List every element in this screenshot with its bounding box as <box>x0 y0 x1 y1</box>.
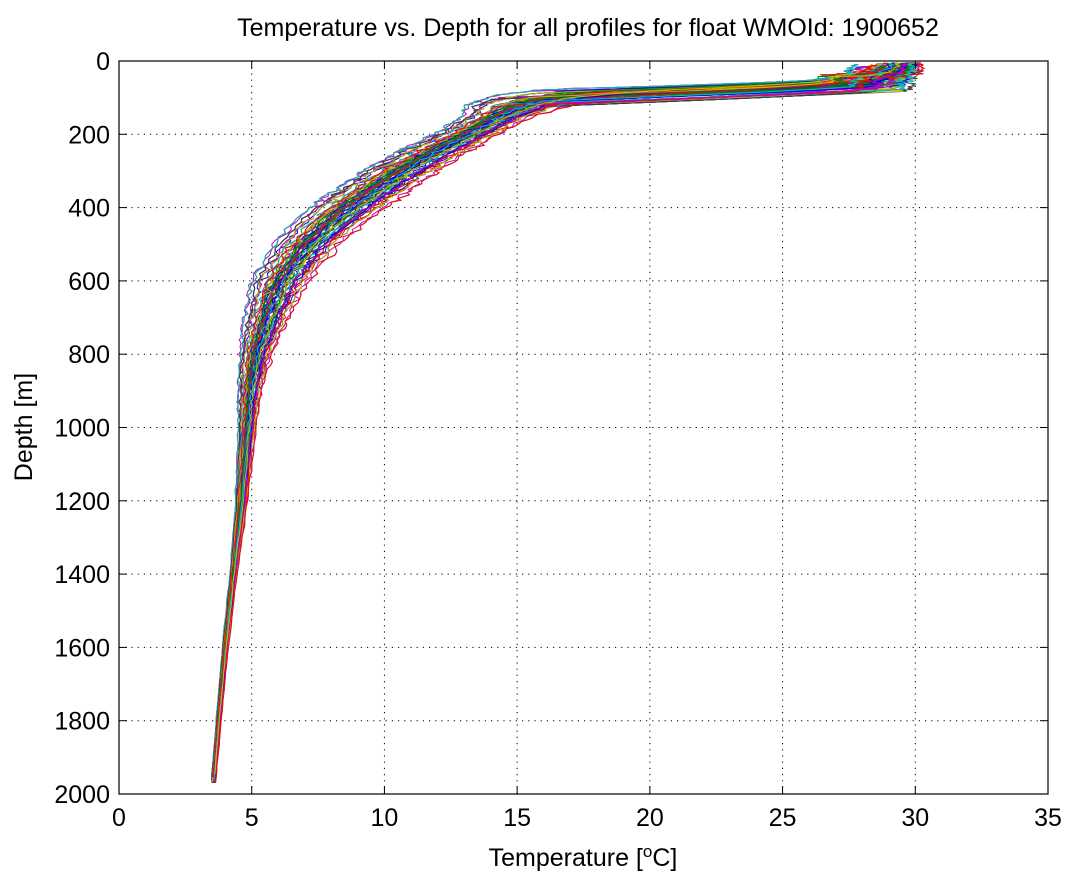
x-tick-label: 10 <box>371 804 399 832</box>
chart-title: Temperature vs. Depth for all profiles f… <box>237 14 939 42</box>
profile-line <box>214 62 900 775</box>
y-tick-label: 800 <box>68 341 110 369</box>
profile-line <box>215 63 926 783</box>
y-tick-label: 1000 <box>54 415 110 443</box>
plot-area <box>211 62 926 784</box>
y-tick-label: 1600 <box>54 634 110 662</box>
axis-ticks <box>118 60 1049 795</box>
profile-line <box>213 62 897 779</box>
x-tick-label: 0 <box>112 804 126 832</box>
y-axis-label: Depth [m] <box>10 373 38 481</box>
y-tick-label: 400 <box>68 195 110 223</box>
profile-line <box>211 64 859 777</box>
x-tick-labels: 0 5 10 15 20 25 30 35 <box>112 804 1062 832</box>
profile-line <box>212 64 877 777</box>
profile-line <box>212 65 875 781</box>
x-tick-label: 35 <box>1034 804 1062 832</box>
x-tick-label: 20 <box>636 804 664 832</box>
x-axis-label: Temperature [oC] <box>489 842 678 872</box>
x-tick-label: 25 <box>769 804 797 832</box>
profile-line <box>213 62 895 781</box>
y-tick-label: 1800 <box>54 708 110 736</box>
profile-lines <box>211 62 926 784</box>
y-tick-label: 600 <box>68 268 110 296</box>
profile-line <box>214 64 908 778</box>
y-tick-label: 0 <box>96 48 110 76</box>
x-tick-label: 15 <box>503 804 531 832</box>
y-tick-labels: 0 200 400 600 800 1000 1200 1400 1600 1800 2000 <box>54 48 110 809</box>
y-tick-label: 200 <box>68 121 110 149</box>
y-tick-label: 1400 <box>54 561 110 589</box>
y-tick-label: 2000 <box>54 781 110 809</box>
x-tick-label: 30 <box>901 804 929 832</box>
x-tick-label: 5 <box>245 804 259 832</box>
y-tick-label: 1200 <box>54 488 110 516</box>
